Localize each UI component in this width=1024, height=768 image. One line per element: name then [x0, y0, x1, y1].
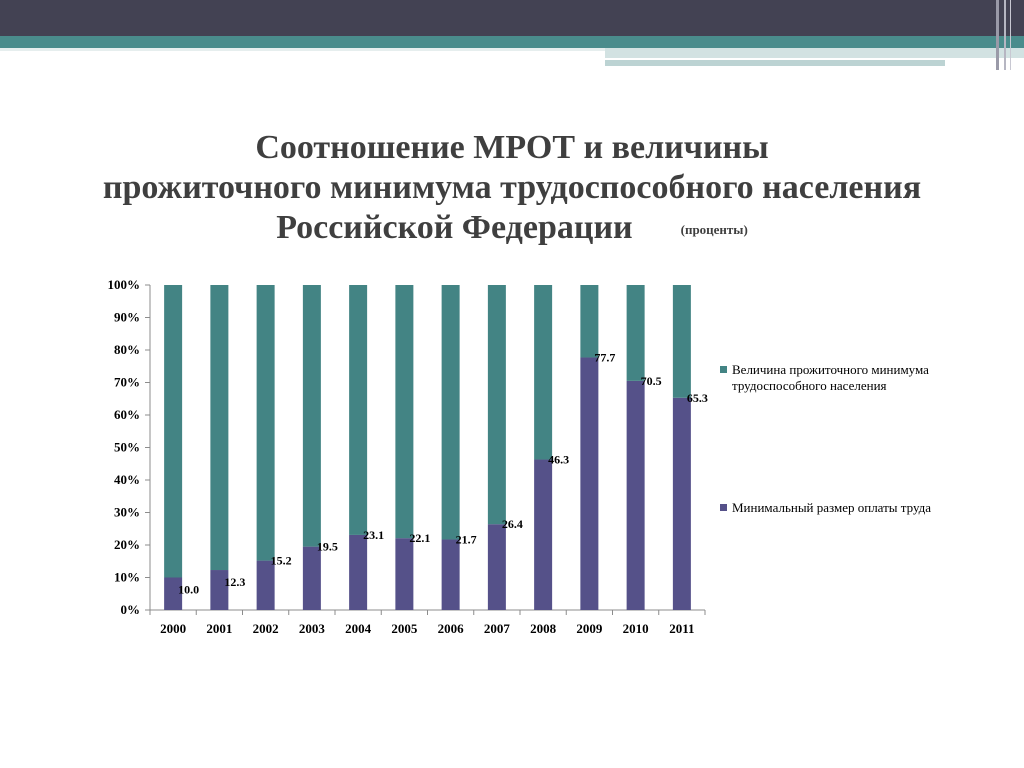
data-label: 26.4 [502, 517, 523, 531]
bar-mrot [580, 357, 599, 610]
bar-subsistence [256, 285, 275, 561]
header-light-stripe-2 [605, 60, 945, 66]
bar-mrot [395, 538, 414, 610]
title-line-3: Российской Федерации [276, 209, 633, 246]
data-label: 22.1 [409, 531, 430, 545]
data-label: 15.2 [271, 554, 292, 568]
x-tick-label: 2009 [576, 621, 603, 636]
header-light-stripe [605, 48, 1024, 58]
data-label: 70.5 [641, 374, 662, 388]
x-tick-label: 2000 [160, 621, 186, 636]
bar-mrot [441, 539, 460, 610]
legend-swatch [720, 504, 727, 511]
title-line-1: Соотношение МРОТ и величины [255, 129, 769, 166]
header-vertical-line-1 [996, 0, 999, 70]
bar-subsistence [349, 285, 368, 535]
x-tick-label: 2002 [253, 621, 279, 636]
bar-subsistence [580, 285, 599, 358]
data-label: 21.7 [456, 532, 477, 546]
chart-axes: 0% 10% 20% 30% 40% 50% 60% 70% 80% 90% 100% 2000 200… [108, 277, 706, 636]
bar-mrot [256, 560, 275, 610]
x-tick-label: 2001 [206, 621, 232, 636]
y-tick-label: 40% [114, 472, 140, 487]
header-vertical-line-2 [1004, 0, 1006, 70]
bar-subsistence [395, 285, 414, 539]
slide-header-decoration [0, 0, 1024, 70]
data-label: 12.3 [224, 575, 245, 589]
bar-subsistence [487, 285, 506, 525]
bar-mrot [210, 570, 229, 610]
data-label: 77.7 [594, 350, 615, 364]
y-tick-label: 50% [114, 440, 140, 455]
title-line-2: прожиточного минимума трудоспособного на… [102, 169, 922, 206]
bar-subsistence [210, 285, 229, 571]
bar-subsistence [302, 285, 321, 547]
title-note: (проценты) [680, 222, 748, 237]
legend-item-mrot: Минимальный размер оплаты труда [720, 500, 962, 516]
bar-mrot [626, 380, 645, 610]
data-label: 23.1 [363, 528, 384, 542]
chart-data-labels: 10.0 12.3 15.2 19.5 23.1 22.1 21.7 26.4 46.3 77.7… [178, 350, 708, 596]
x-tick-label: 2004 [345, 621, 372, 636]
x-tick-label: 2011 [669, 621, 694, 636]
bar-mrot [164, 577, 183, 610]
header-vertical-line-3 [1010, 0, 1011, 70]
x-tick-label: 2005 [391, 621, 418, 636]
data-label: 65.3 [687, 391, 708, 405]
x-tick-label: 2007 [484, 621, 511, 636]
y-tick-label: 70% [114, 375, 140, 390]
bar-subsistence [164, 285, 183, 578]
legend-swatch [720, 366, 727, 373]
y-tick-label: 20% [114, 537, 140, 552]
x-tick-label: 2008 [530, 621, 557, 636]
y-tick-label: 100% [108, 277, 141, 292]
header-dark-band [0, 0, 1024, 36]
y-tick-label: 0% [121, 602, 141, 617]
bar-mrot [487, 524, 506, 610]
y-tick-label: 80% [114, 342, 140, 357]
chart-title: Соотношение МРОТ и величины прожиточного… [0, 128, 1024, 250]
y-tick-label: 90% [114, 310, 140, 325]
bar-mrot [534, 459, 553, 610]
x-tick-label: 2006 [438, 621, 465, 636]
legend-label: Величина прожиточного минимума трудоспос… [732, 362, 929, 393]
x-tick-label: 2010 [623, 621, 649, 636]
bar-subsistence [626, 285, 645, 381]
legend-item-subsistence: Величина прожиточного минимума трудоспос… [720, 362, 962, 394]
bar-subsistence [441, 285, 460, 540]
header-teal-stripe [0, 36, 1024, 48]
y-tick-label: 60% [114, 407, 140, 422]
bar-mrot [349, 534, 368, 610]
data-label: 19.5 [317, 540, 338, 554]
bar-subsistence [672, 285, 691, 398]
header-light-stripe-3 [0, 48, 605, 51]
legend-label: Минимальный размер оплаты труда [732, 500, 932, 515]
y-tick-label: 30% [114, 505, 140, 520]
y-tick-label: 10% [114, 570, 140, 585]
bar-subsistence [534, 285, 553, 460]
chart-bars [164, 285, 691, 610]
bar-mrot [672, 397, 691, 610]
data-label: 46.3 [548, 453, 569, 467]
bar-mrot [302, 546, 321, 610]
x-tick-label: 2003 [299, 621, 326, 636]
data-label: 10.0 [178, 583, 199, 597]
